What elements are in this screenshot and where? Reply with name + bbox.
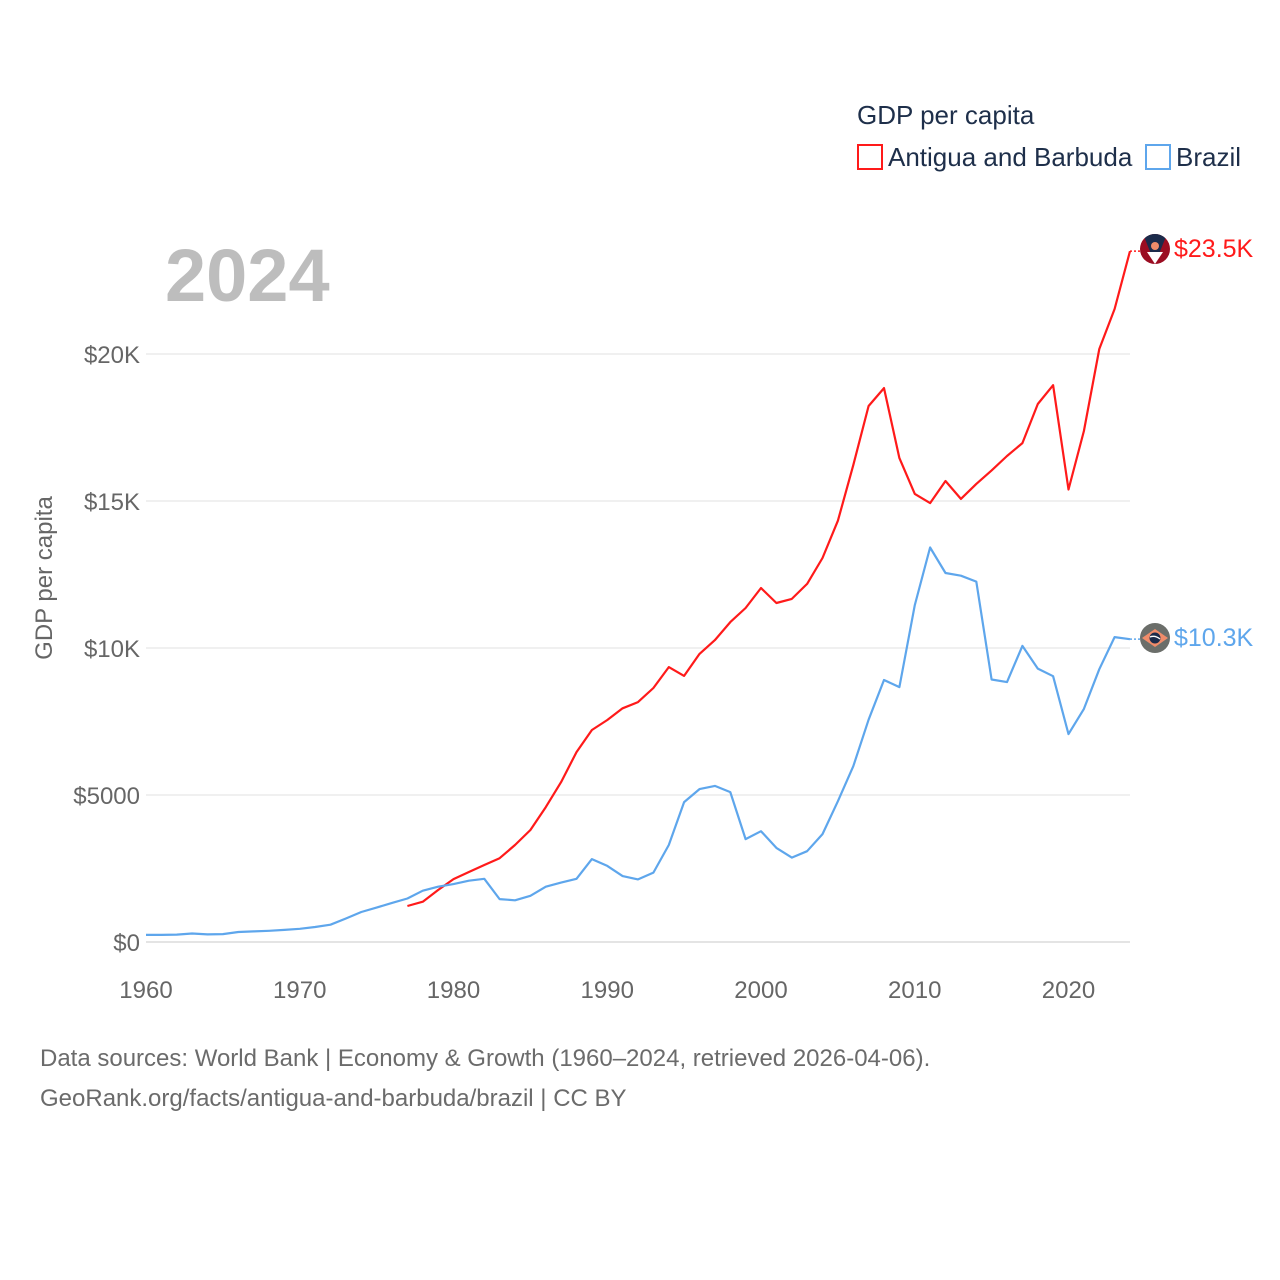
legend-label-brazil[interactable]: Brazil bbox=[1176, 142, 1241, 172]
y-tick-label: $20K bbox=[84, 342, 140, 369]
x-tick-label: 1990 bbox=[581, 977, 634, 1004]
x-tick-label: 1960 bbox=[119, 977, 172, 1004]
y-tick-label: $15K bbox=[84, 489, 140, 516]
series-line-antigua bbox=[407, 250, 1132, 908]
x-tick-label: 2000 bbox=[734, 977, 787, 1004]
legend-label-antigua[interactable]: Antigua and Barbuda bbox=[888, 142, 1133, 172]
series-line-brazil bbox=[146, 546, 1131, 937]
x-tick-label: 1970 bbox=[273, 977, 326, 1004]
x-tick-label: 1980 bbox=[427, 977, 480, 1004]
source-line-2[interactable]: GeoRank.org/facts/antigua-and-barbuda/br… bbox=[40, 1085, 627, 1112]
antigua-flag-icon bbox=[1140, 234, 1170, 264]
legend: GDP per capita Antigua and Barbuda Brazi… bbox=[857, 100, 1241, 172]
legend-swatch-antigua[interactable] bbox=[857, 144, 883, 170]
y-tick-label: $0 bbox=[113, 930, 140, 957]
antigua-end-label: $23.5K bbox=[1174, 235, 1254, 263]
x-tick-label: 2020 bbox=[1042, 977, 1095, 1004]
y-tick-label: $10K bbox=[84, 636, 140, 663]
y-tick-label: $5000 bbox=[73, 783, 140, 810]
source-line-1: Data sources: World Bank | Economy & Gro… bbox=[40, 1045, 931, 1072]
brazil-end-label: $10.3K bbox=[1174, 624, 1254, 652]
brazil-flag-icon bbox=[1140, 623, 1170, 653]
big-year-label: 2024 bbox=[165, 234, 330, 317]
legend-title: GDP per capita bbox=[857, 100, 1035, 130]
y-axis-label: GDP per capita bbox=[31, 496, 58, 660]
legend-swatch-brazil[interactable] bbox=[1145, 144, 1171, 170]
x-tick-label: 2010 bbox=[888, 977, 941, 1004]
